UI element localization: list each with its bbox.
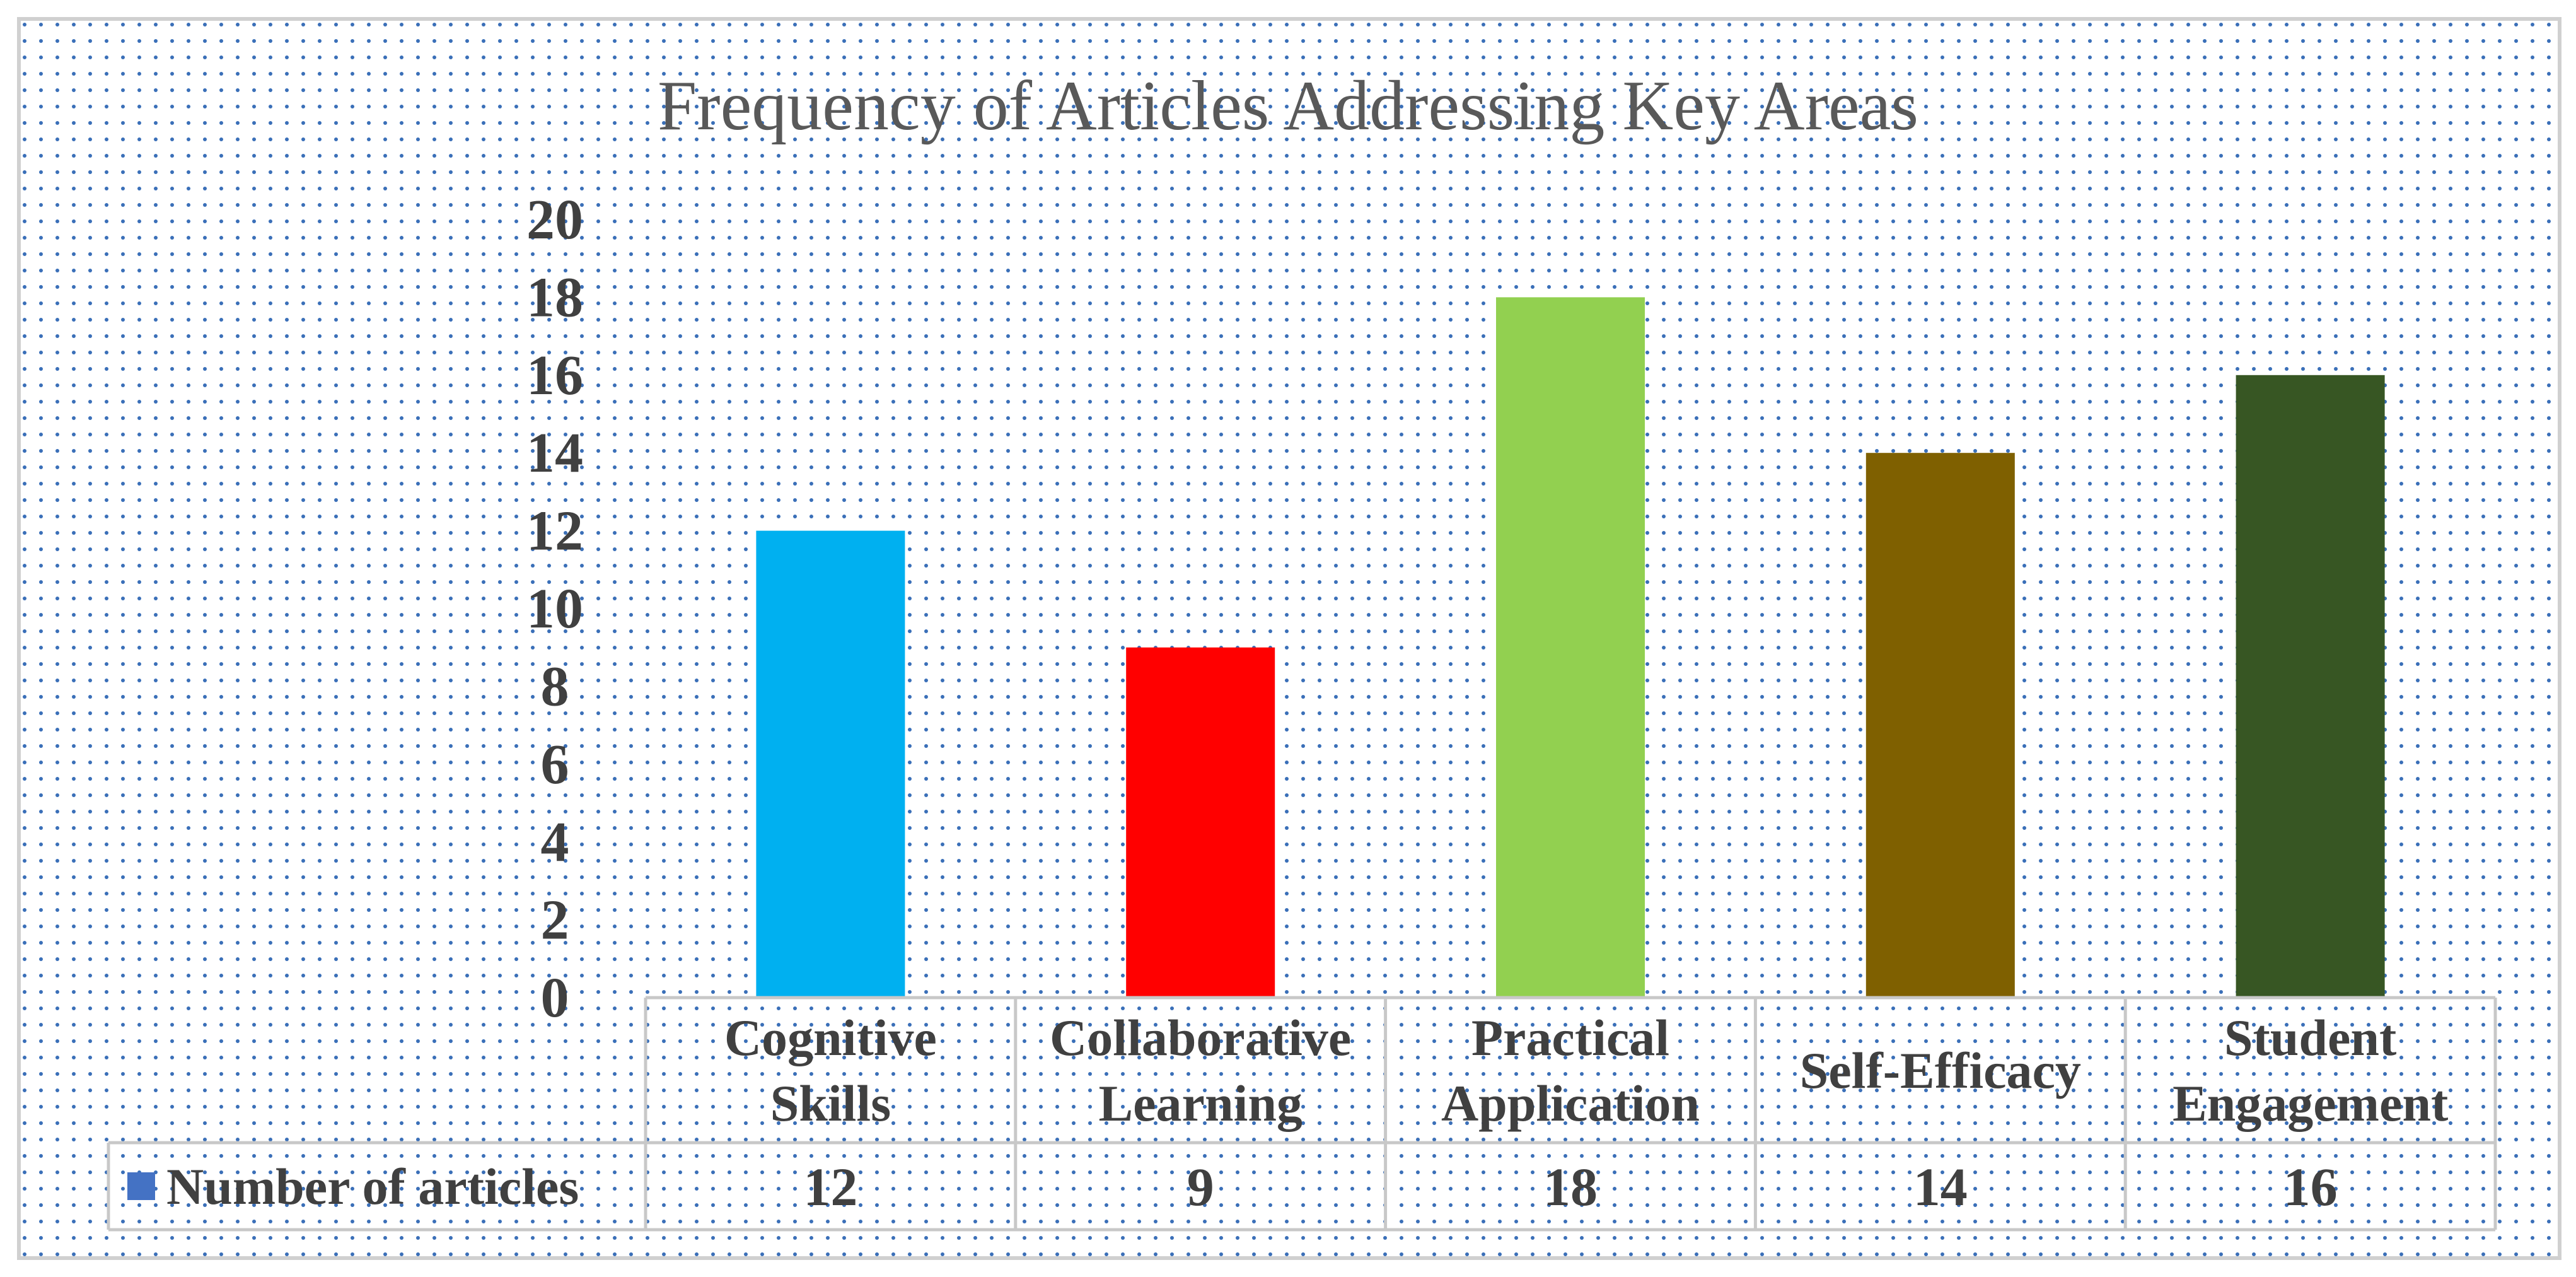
x-category-label: Student: [2224, 1009, 2396, 1066]
y-tick-label: 12: [526, 500, 583, 563]
x-category-label: Practical: [1471, 1009, 1669, 1066]
table-value: 9: [1187, 1157, 1214, 1217]
legend-marker: [127, 1172, 155, 1200]
x-category-label: Self-Efficacy: [1800, 1042, 2081, 1099]
y-tick-label: 8: [541, 655, 569, 718]
x-category-label: Engagement: [2173, 1075, 2448, 1132]
y-tick-label: 10: [526, 578, 583, 640]
bar: [756, 530, 905, 998]
x-category-label: Skills: [770, 1075, 891, 1132]
bar: [1865, 453, 2015, 998]
table-value: 18: [1543, 1157, 1598, 1217]
chart-title: Frequency of Articles Addressing Key Are…: [658, 67, 1918, 145]
x-category-label: Learning: [1098, 1075, 1302, 1132]
y-tick-label: 0: [541, 967, 569, 1029]
data-table: Cognitive Skills Collaborative Learning Prac…: [107, 996, 2497, 1232]
y-axis-ticks: 0 2 4 6 8 10 12 14 16 18 20: [526, 189, 583, 1029]
x-category-label: Collaborative: [1050, 1009, 1351, 1066]
table-value: 12: [803, 1157, 857, 1217]
x-category-label: Application: [1441, 1075, 1700, 1132]
bars: [756, 297, 2385, 998]
chart-dotted-area: [17, 17, 2561, 1260]
y-tick-label: 14: [526, 422, 583, 484]
bar: [1126, 647, 1275, 998]
table-value: 14: [1913, 1157, 1968, 1217]
bar: [1496, 297, 1645, 998]
y-tick-label: 2: [541, 889, 569, 952]
legend-label: Number of articles: [166, 1158, 579, 1215]
x-category-label: Cognitive: [724, 1009, 937, 1066]
y-tick-label: 16: [526, 344, 583, 407]
y-tick-label: 18: [526, 266, 583, 329]
y-tick-label: 20: [526, 189, 583, 251]
y-tick-label: 4: [541, 811, 569, 873]
y-tick-label: 6: [541, 733, 569, 796]
table-value: 16: [2283, 1157, 2338, 1217]
bar: [2236, 375, 2385, 998]
